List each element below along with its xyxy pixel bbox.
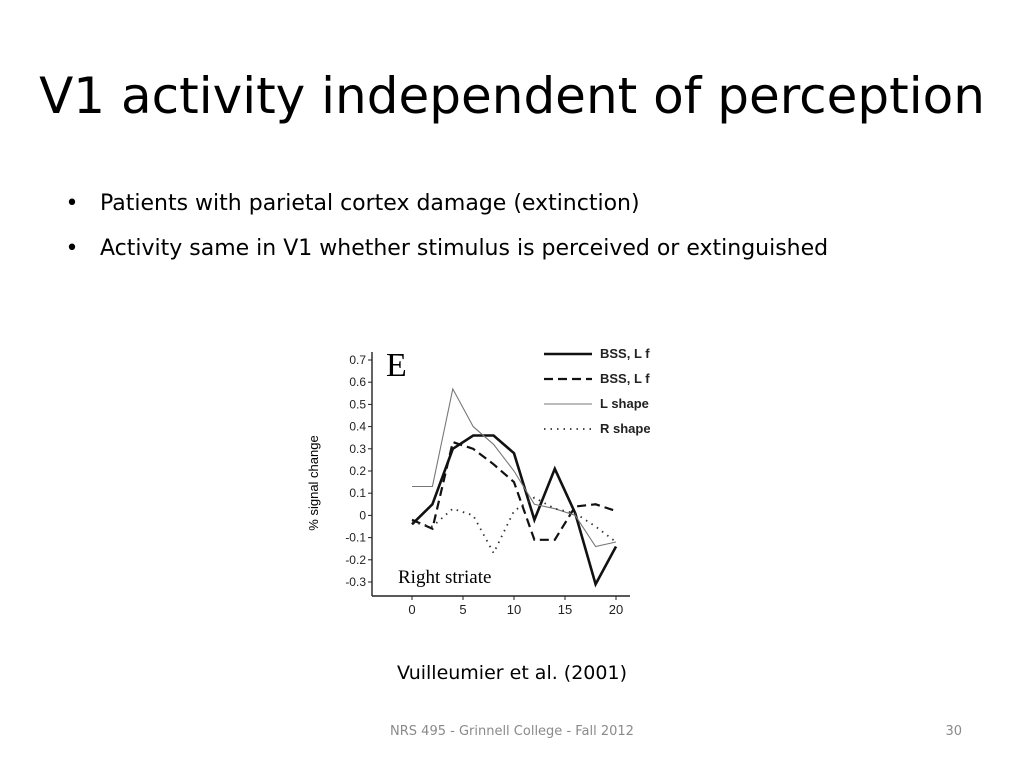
y-tick-label: 0.4 <box>349 420 366 434</box>
chart-ylabel: % signal change <box>306 435 321 530</box>
y-tick-label: 0.5 <box>349 397 366 411</box>
chart-panel-label: E <box>386 347 407 384</box>
x-tick-label: 5 <box>459 602 466 617</box>
y-tick-label: 0.3 <box>349 442 366 456</box>
x-tick-label: 15 <box>558 602 572 617</box>
x-tick-label: 0 <box>408 602 415 617</box>
page-number: 30 <box>945 724 962 739</box>
y-tick-label: -0.3 <box>345 575 366 589</box>
chart-legend: BSS, L face per. BSS, L face ext. L shape R… <box>544 346 650 436</box>
x-tick-label: 20 <box>609 602 623 617</box>
bullet-text: Activity same in V1 whether stimulus is … <box>100 236 829 261</box>
slide-title: V1 activity independent of perception <box>39 67 985 125</box>
chart-axes <box>371 352 630 597</box>
bullet-icon: • <box>65 236 79 261</box>
slide-footer: NRS 495 - Grinnell College - Fall 2012 <box>390 724 634 739</box>
legend-label: L shape <box>600 396 649 411</box>
y-tick-label: -0.2 <box>345 553 366 567</box>
series-line-1 <box>411 434 618 588</box>
x-tick-label: 10 <box>507 602 521 617</box>
y-tick-label: 0.6 <box>349 375 366 389</box>
y-tick-label: 0 <box>359 508 366 522</box>
y-tick-label: 0.7 <box>349 353 366 367</box>
y-tick-label: 0.1 <box>349 486 366 500</box>
bullet-item: • Patients with parietal cortex damage (… <box>62 186 982 222</box>
legend-label: R shape <box>600 421 650 436</box>
bullet-list: • Patients with parietal cortex damage (… <box>62 186 982 276</box>
line-chart: 0.7 0.6 0.5 0.4 0.3 0.2 0.1 0 -0.1 -0.2 -0.3 0 5 10 15… <box>306 346 650 617</box>
y-tick-label: 0.2 <box>349 464 366 478</box>
series-line-2 <box>411 440 617 541</box>
legend-label: BSS, L face per. <box>600 346 650 361</box>
series-line-3 <box>412 387 617 548</box>
bullet-text: Patients with parietal cortex damage (ex… <box>100 191 640 216</box>
bullet-icon: • <box>65 191 79 216</box>
bullet-item: • Activity same in V1 whether stimulus i… <box>62 231 982 267</box>
y-tick-label: -0.1 <box>345 531 366 545</box>
chart-ticks: 0.7 0.6 0.5 0.4 0.3 0.2 0.1 0 -0.1 -0.2 -0.3 0 5 10 15… <box>345 353 623 617</box>
chart-annotation: Right striate <box>398 567 491 588</box>
legend-label: BSS, L face ext. <box>600 371 650 386</box>
figure-line-chart: 0.7 0.6 0.5 0.4 0.3 0.2 0.1 0 -0.1 -0.2 -0.3 0 5 10 15… <box>300 338 650 623</box>
chart-series <box>411 387 618 588</box>
figure-caption: Vuilleumier et al. (2001) <box>396 662 627 684</box>
